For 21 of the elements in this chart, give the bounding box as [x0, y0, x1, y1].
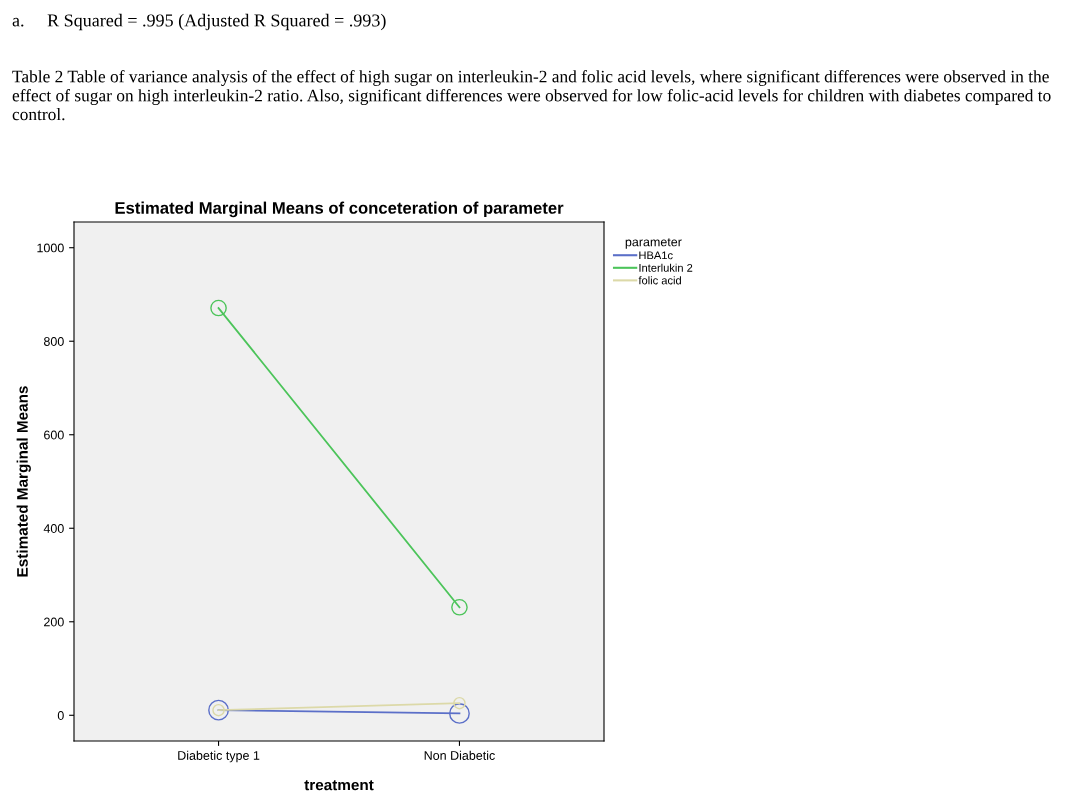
point: [210, 299, 227, 317]
x-tick-label: Diabetic type 1: [178, 750, 260, 763]
y-tick-label: 600: [44, 430, 64, 440]
point: [451, 598, 468, 616]
text: a. R Squared = .995 (Adjusted R Squared = .993): [12, 13, 386, 31]
point: [449, 702, 470, 724]
x-axis-title: treatment: [304, 780, 374, 791]
legend-label: HBA1c: [639, 251, 673, 260]
y-axis-title: Estimated Marginal Means: [16, 386, 31, 577]
point: [453, 696, 466, 710]
legend-label: folic acid: [638, 276, 681, 285]
y-tick-label: 400: [43, 524, 64, 533]
y-tick-label: 1000: [37, 243, 64, 253]
x-tick-label: Non Diabetic: [424, 750, 495, 760]
chart-title: Estimated Marginal Means of conceteration of parameter: [115, 201, 564, 218]
y-tick-label: 200: [44, 617, 64, 627]
y-tick-label: 800: [43, 337, 64, 346]
caption: Table 2 Table of variance analysis of the effect of high sugar on interleukin-2 and folic acid levels, where significant differences were observed in the effect of sugar on high interleukin-2 ratio. Also, significant differences were observed for low folic-acid levels for children with diabetes compared to control.: [12, 70, 1051, 121]
legend-title: parameter: [625, 238, 682, 249]
y-tick-label: 0: [57, 711, 64, 720]
legend-label: Interlukin 2: [639, 263, 693, 272]
